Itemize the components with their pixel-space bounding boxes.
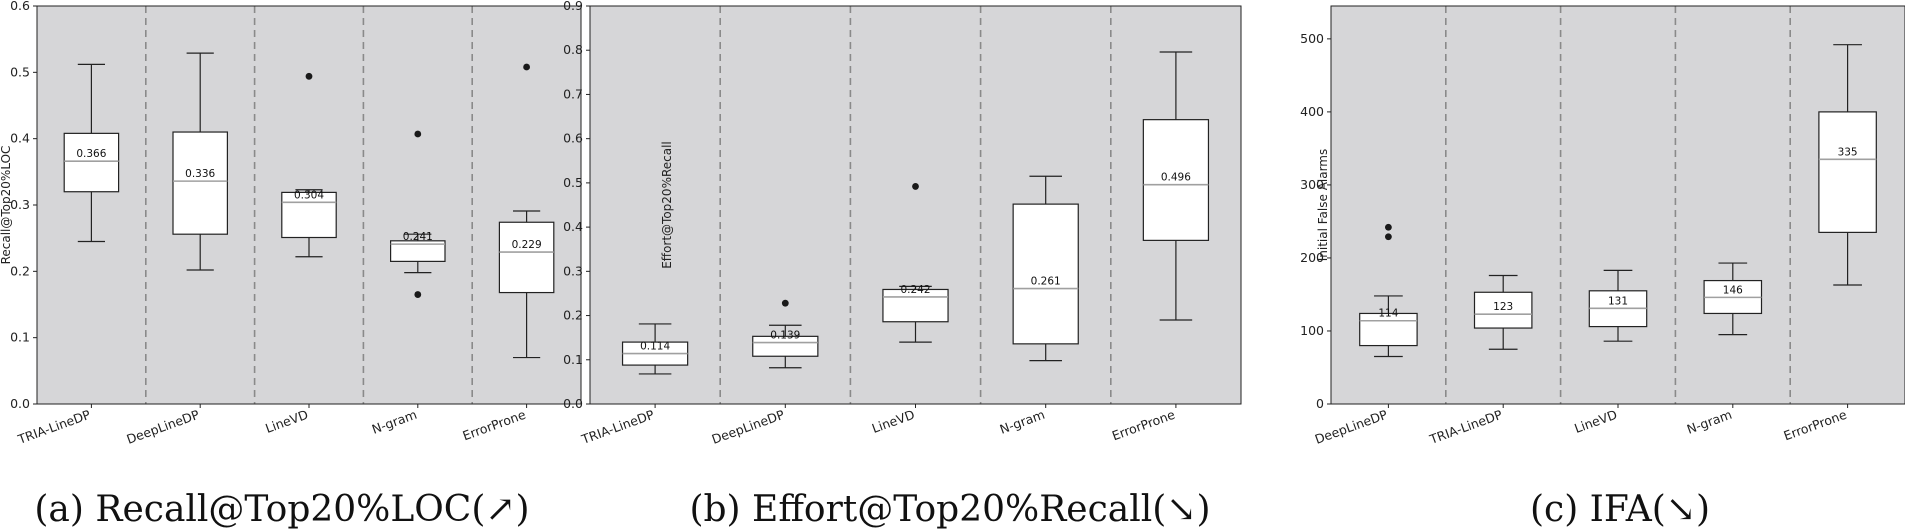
median-label: 0.139 xyxy=(770,330,800,342)
median-label: 0.366 xyxy=(76,148,106,160)
x-tick-label: TRIA-LineDP xyxy=(1427,407,1505,448)
box-iqr xyxy=(1473,291,1533,329)
box-linevd: 131 xyxy=(1588,269,1648,342)
box-iqr xyxy=(498,221,555,294)
x-tick-label: LineVD xyxy=(870,407,917,436)
y-tick-label: 0.3 xyxy=(10,197,30,212)
box-tria-linedp: 0.114 xyxy=(621,323,689,375)
x-tick-label: N-gram xyxy=(1685,407,1734,437)
outlier-point xyxy=(523,63,530,71)
median-label: 131 xyxy=(1608,295,1628,307)
median-label: 0.496 xyxy=(1161,172,1191,184)
box-tria-linedp: 123 xyxy=(1473,274,1533,350)
median-label: 0.336 xyxy=(185,168,215,180)
y-tick-label: 300 xyxy=(1300,177,1324,192)
x-tick-label: ErrorProne xyxy=(461,407,528,444)
box-tria-linedp: 0.366 xyxy=(63,63,120,243)
box-errorprone: 0.496 xyxy=(1142,51,1210,321)
y-tick-label: 200 xyxy=(1300,250,1324,265)
y-tick-label: 0.4 xyxy=(10,131,30,146)
y-tick-label: 0.7 xyxy=(563,86,583,101)
caption-recall: (a) Recall@Top20%LOC(↗) xyxy=(34,489,529,530)
panel-ifa: 114 123 131 146 335 0 100 200 300 400 500 DeepLineD… xyxy=(1300,5,1905,448)
box-iqr xyxy=(390,240,446,262)
box-errorprone: 0.229 xyxy=(498,63,555,359)
box-deeplinedp: 0.139 xyxy=(752,299,819,369)
median-label: 0.261 xyxy=(1031,276,1061,288)
box-linevd: 0.242 xyxy=(882,183,949,343)
y-tick-label: 0.6 xyxy=(10,0,30,13)
x-tick-label: LineVD xyxy=(1572,407,1619,436)
median-label: 0.241 xyxy=(403,231,433,243)
x-tick-label: N-gram xyxy=(998,407,1047,437)
outlier-point xyxy=(1385,223,1392,231)
box-linevd: 0.304 xyxy=(281,72,337,258)
median-label: 335 xyxy=(1838,146,1858,158)
median-label: 0.304 xyxy=(294,189,324,201)
median-label: 0.229 xyxy=(512,239,542,251)
y-tick-label: 400 xyxy=(1300,104,1324,119)
box-errorprone: 335 xyxy=(1818,44,1877,286)
y-tick-label: 0.4 xyxy=(563,219,583,234)
y-tick-label: 0.8 xyxy=(563,42,583,57)
outlier-point xyxy=(781,299,789,307)
y-axis-label: Initial False Alarms xyxy=(1316,149,1330,262)
y-tick-label: 0.5 xyxy=(10,64,30,79)
x-tick-label: TRIA-LineDP xyxy=(15,407,93,448)
outlier-point xyxy=(912,183,919,190)
y-tick-label: 0.2 xyxy=(10,263,30,278)
box-n-gram: 0.241 xyxy=(390,130,446,298)
median-label: 114 xyxy=(1378,308,1398,320)
y-tick-label: 0.1 xyxy=(563,352,583,367)
x-tick-label: DeepLineDP xyxy=(125,407,202,447)
caption-ifa: (c) IFA(↘) xyxy=(1530,489,1710,530)
box-iqr xyxy=(752,335,819,357)
box-n-gram: 146 xyxy=(1703,262,1763,336)
y-tick-label: 0.3 xyxy=(563,263,583,278)
x-tick-label: DeepLineDP xyxy=(710,407,787,447)
panel-recall: 0.366 0.336 0.304 0.241 0.229 0.0 0.1 0.2 0.3 0.4… xyxy=(0,0,582,448)
y-tick-label: 0.0 xyxy=(10,396,30,411)
box-deeplinedp: 0.336 xyxy=(172,52,229,271)
y-axis-label: Recall@Top20%LOC xyxy=(0,146,13,265)
caption-effort: (b) Effort@Top20%Recall(↘) xyxy=(689,489,1210,530)
x-tick-label: TRIA-LineDP xyxy=(579,407,657,448)
outlier-point xyxy=(414,130,422,138)
x-tick-label: DeepLineDP xyxy=(1313,407,1390,447)
x-tick-label: ErrorProne xyxy=(1782,407,1849,444)
y-tick-label: 100 xyxy=(1300,323,1324,338)
y-tick-label: 0.2 xyxy=(563,308,583,323)
y-axis-label: Effort@Top20%Recall xyxy=(660,141,674,269)
y-tick-label: 0.9 xyxy=(563,0,583,13)
box-iqr xyxy=(172,131,229,235)
panel-effort: 0.114 0.139 0.242 0.261 0.496 0.0 0.1 0.2 0.3 0.4… xyxy=(563,0,1242,448)
outlier-point xyxy=(414,291,422,298)
median-label: 0.242 xyxy=(900,284,930,296)
outlier-point xyxy=(1385,233,1392,241)
box-iqr xyxy=(281,191,337,239)
box-iqr xyxy=(1142,119,1210,241)
x-tick-label: LineVD xyxy=(263,407,310,436)
box-n-gram: 0.261 xyxy=(1012,175,1079,362)
x-tick-label: N-gram xyxy=(370,407,419,437)
y-tick-label: 0.1 xyxy=(10,330,30,345)
box-iqr xyxy=(63,132,120,193)
y-tick-label: 0.0 xyxy=(563,396,583,411)
y-tick-label: 0.5 xyxy=(563,175,583,190)
median-label: 123 xyxy=(1493,301,1513,313)
box-deeplinedp: 114 xyxy=(1359,223,1418,358)
y-tick-label: 500 xyxy=(1300,31,1324,46)
y-tick-label: 0.6 xyxy=(563,131,583,146)
median-label: 146 xyxy=(1723,284,1743,296)
x-tick-label: ErrorProne xyxy=(1110,407,1177,444)
y-tick-label: 0 xyxy=(1316,396,1324,411)
outlier-point xyxy=(305,72,313,80)
median-label: 0.114 xyxy=(640,341,670,353)
box-iqr xyxy=(1818,111,1877,233)
box-iqr xyxy=(1359,312,1418,347)
box-iqr xyxy=(882,288,949,323)
box-iqr xyxy=(1012,203,1079,345)
